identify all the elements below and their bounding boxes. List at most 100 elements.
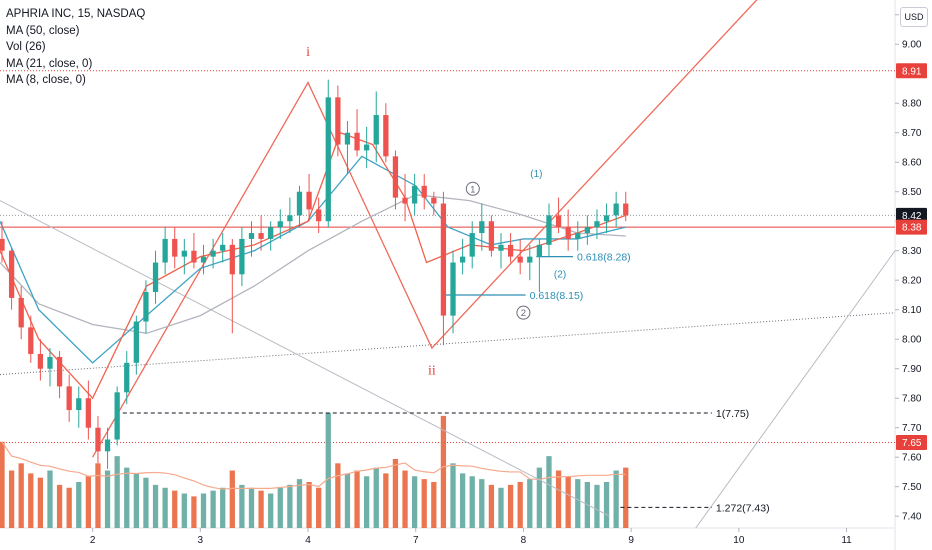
volume-bar xyxy=(56,484,63,528)
y-tick-label: 8.80 xyxy=(902,99,922,110)
candle-body xyxy=(594,221,600,228)
volume-ma-line xyxy=(1,441,626,490)
candle-body xyxy=(124,362,130,393)
candle-body xyxy=(603,215,610,222)
volume-bar xyxy=(431,482,437,528)
candle-body xyxy=(172,238,178,257)
candle-body xyxy=(162,238,168,263)
candle-body xyxy=(411,185,418,204)
volume-bar xyxy=(623,467,629,528)
wave-label: (1) xyxy=(530,169,542,180)
candle-body xyxy=(76,398,82,411)
volume-bar xyxy=(28,473,34,528)
wave-circle xyxy=(465,181,480,196)
y-tick-label: 8.60 xyxy=(902,158,922,169)
candle-body xyxy=(181,250,187,257)
candle-body xyxy=(392,156,399,198)
indicator-volume[interactable]: Vol (26) xyxy=(6,41,46,53)
volume-bar xyxy=(325,413,331,528)
candle-body xyxy=(268,227,274,239)
fib-level-label: 0.618(8.15) xyxy=(530,290,584,302)
x-tick-label: 8 xyxy=(521,535,527,546)
elliott-wave-line xyxy=(92,0,758,458)
candle-body xyxy=(344,132,351,145)
x-axis[interactable]: 2 3 4 7 8 9 10 11 xyxy=(90,528,852,546)
volume-bar xyxy=(373,467,379,528)
volume-bar xyxy=(402,470,408,528)
candle-body xyxy=(373,115,379,145)
candle-body xyxy=(277,221,283,228)
candle-body xyxy=(200,256,207,263)
wave-label: ii xyxy=(428,364,436,379)
x-tick-label: 10 xyxy=(733,535,745,546)
x-tick-label: 4 xyxy=(305,535,311,546)
projection-level-label: 1.272(7.43) xyxy=(716,502,770,514)
candle-body xyxy=(421,185,427,198)
candle-body xyxy=(527,256,533,263)
volume-bar xyxy=(316,487,322,528)
candle-body xyxy=(575,233,581,239)
volume-bar xyxy=(191,496,197,528)
volume-bar xyxy=(296,479,303,528)
volume-bar xyxy=(152,484,159,528)
candle-body xyxy=(565,227,571,239)
volume-bar xyxy=(555,470,562,528)
x-tick-label: 7 xyxy=(413,535,419,546)
y-tick-label: 7.80 xyxy=(902,394,922,405)
trend-line xyxy=(0,312,896,376)
candle-body xyxy=(450,262,456,316)
volume-bar xyxy=(354,470,360,528)
volume-bar xyxy=(277,487,283,528)
y-tick-label: 8.10 xyxy=(902,305,922,316)
indicator-ma50[interactable]: MA (50, close) xyxy=(6,24,80,37)
volume-bar xyxy=(594,484,600,528)
candle-body xyxy=(431,197,437,204)
volume-bar xyxy=(220,487,226,528)
volume-bar xyxy=(239,484,245,528)
volume-bar xyxy=(8,470,15,528)
candle-body xyxy=(220,244,226,251)
y-tick-label: 8.30 xyxy=(902,246,922,257)
candle-body xyxy=(613,203,619,216)
indicator-ma8[interactable]: MA (8, close, 0) xyxy=(6,74,86,86)
candle-body xyxy=(0,238,5,251)
volume-bar xyxy=(66,487,72,528)
volume-bar xyxy=(47,470,53,528)
candle-body xyxy=(507,244,514,257)
candlestick-layer xyxy=(0,79,629,470)
candle-body xyxy=(498,244,504,251)
volume-bar xyxy=(575,479,581,528)
volume-bar xyxy=(287,484,293,528)
symbol-title[interactable]: APHRIA INC, 15, NASDAQ xyxy=(6,8,146,20)
volume-bar xyxy=(469,476,475,528)
fib-level-label: 0.618(8.28) xyxy=(577,252,631,264)
volume-bar xyxy=(248,487,255,528)
volume-bar xyxy=(613,470,619,528)
y-tick-label: 9.00 xyxy=(902,40,922,51)
y-tick-label: 8.00 xyxy=(902,335,922,346)
volume-bar xyxy=(565,476,571,528)
volume-bar xyxy=(488,484,495,528)
indicator-ma21[interactable]: MA (21, close, 0) xyxy=(6,57,93,70)
chart-legend: APHRIA INC, 15, NASDAQ MA (50, close) Vo… xyxy=(6,6,145,89)
volume-bar xyxy=(421,479,427,528)
volume-bar xyxy=(411,476,418,528)
candle-body xyxy=(37,353,44,369)
price-marker xyxy=(896,434,927,450)
candle-body xyxy=(104,439,111,452)
volume-bar xyxy=(603,482,610,528)
y-axis[interactable]: 7.40 7.50 7.60 7.70 7.80 7.90 8.00 8.10 8.20 8.30… xyxy=(895,10,927,523)
candle-body xyxy=(239,238,245,275)
x-tick-label: 2 xyxy=(90,535,96,546)
y-tick-label: 7.50 xyxy=(902,482,922,493)
volume-bar xyxy=(37,477,44,528)
currency-badge[interactable]: USD xyxy=(900,7,928,27)
trend-line xyxy=(0,200,610,517)
volume-bar xyxy=(536,467,543,528)
candle-body xyxy=(66,386,72,411)
candle-body xyxy=(459,256,466,263)
moving-average-line xyxy=(0,155,626,364)
candle-body xyxy=(56,356,63,387)
